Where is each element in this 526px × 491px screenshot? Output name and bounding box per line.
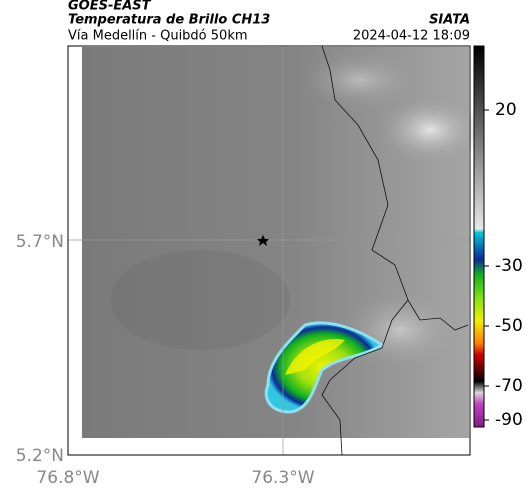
org: SIATA xyxy=(429,13,470,28)
lat-label: 5.7°N xyxy=(16,232,64,252)
map xyxy=(67,45,485,456)
colorbar-tick: -30 xyxy=(495,256,523,276)
colorbar xyxy=(473,45,489,428)
lat-label: 5.2°N xyxy=(16,446,64,466)
lon-label: 76.8°W xyxy=(36,468,99,488)
lon-label: 76.3°W xyxy=(251,468,314,488)
source: GOES-EAST xyxy=(68,0,152,14)
timestamp: 2024-04-12 18:09 xyxy=(353,29,470,44)
title: Temperatura de Brillo CH13 xyxy=(68,13,270,28)
colorbar-tick: 20 xyxy=(495,100,517,120)
colorbar-tick: -50 xyxy=(495,316,523,336)
colorbar-tick: -90 xyxy=(495,410,523,430)
subtitle: Vía Medellín - Quibdó 50km xyxy=(68,29,248,44)
colorbar-tick: -70 xyxy=(495,376,523,396)
